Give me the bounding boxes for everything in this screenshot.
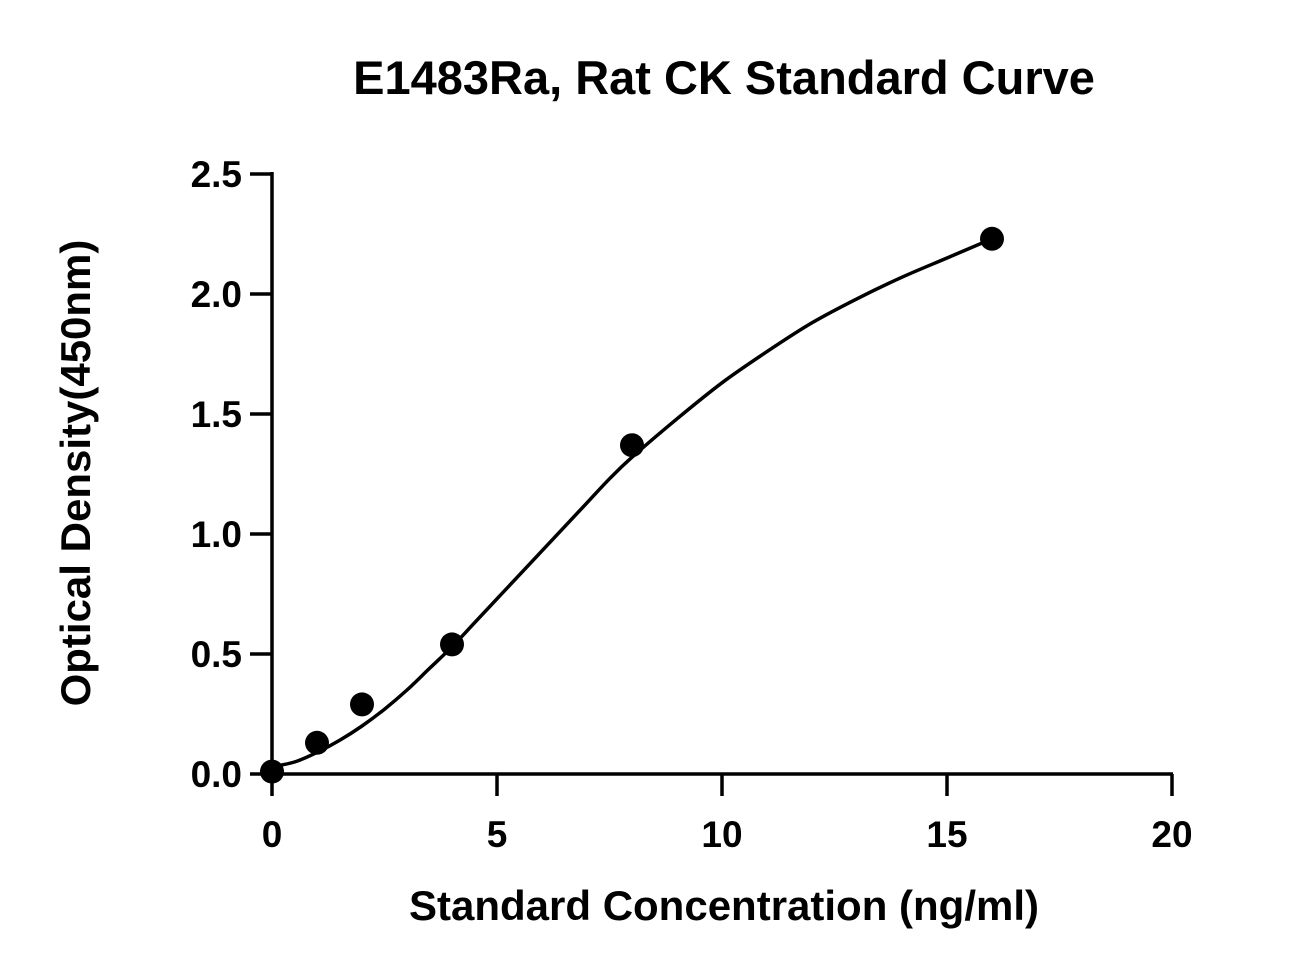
x-tick-label: 10 — [701, 814, 742, 855]
data-point — [620, 433, 644, 458]
x-tick-label: 5 — [487, 814, 508, 855]
data-point — [305, 730, 329, 755]
y-tick-label: 0.5 — [191, 634, 242, 675]
y-tick-label: 0.0 — [191, 754, 242, 795]
data-point — [260, 759, 284, 784]
y-tick-label: 2.5 — [191, 154, 242, 195]
data-point — [350, 692, 374, 717]
y-ticks: 0.0 0.5 1.0 1.5 2.0 2.5 — [191, 154, 272, 795]
x-tick-label: 20 — [1151, 814, 1192, 855]
fit-curve-line — [270, 237, 994, 769]
y-tick-label: 1.0 — [191, 514, 242, 555]
chart-title: E1483Ra, Rat CK Standard Curve — [353, 51, 1095, 104]
axes — [270, 172, 1173, 776]
data-points — [260, 226, 1004, 784]
x-tick-label: 15 — [926, 814, 967, 855]
x-axis-label: Standard Concentration (ng/ml) — [409, 882, 1039, 929]
x-tick-label: 0 — [262, 814, 283, 855]
y-tick-label: 1.5 — [191, 394, 242, 435]
x-ticks: 0 5 10 15 20 — [262, 774, 1193, 855]
data-point — [980, 226, 1004, 251]
data-point — [440, 632, 464, 657]
y-axis-label: Optical Density(450nm) — [52, 240, 99, 707]
y-tick-label: 2.0 — [191, 274, 242, 315]
